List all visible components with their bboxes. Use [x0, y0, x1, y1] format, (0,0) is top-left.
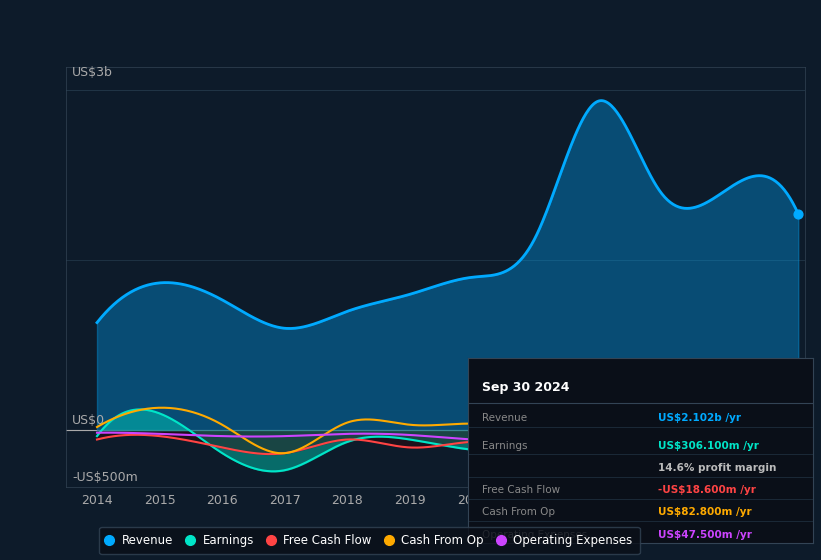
Legend: Revenue, Earnings, Free Cash Flow, Cash From Op, Operating Expenses: Revenue, Earnings, Free Cash Flow, Cash … [99, 527, 640, 554]
Text: US$82.800m /yr: US$82.800m /yr [658, 507, 751, 517]
Text: -US$500m: -US$500m [72, 471, 138, 484]
Text: US$3b: US$3b [72, 66, 112, 78]
Text: Cash From Op: Cash From Op [482, 507, 555, 517]
Text: Revenue: Revenue [482, 413, 527, 423]
Text: US$2.102b /yr: US$2.102b /yr [658, 413, 741, 423]
Text: Earnings: Earnings [482, 441, 527, 451]
Text: 14.6% profit margin: 14.6% profit margin [658, 463, 776, 473]
Text: Operating Expenses: Operating Expenses [482, 530, 587, 539]
Text: -US$18.600m /yr: -US$18.600m /yr [658, 485, 755, 495]
Text: Sep 30 2024: Sep 30 2024 [482, 381, 569, 394]
Text: US$0: US$0 [72, 414, 105, 427]
Text: US$306.100m /yr: US$306.100m /yr [658, 441, 759, 451]
Point [791, 209, 805, 218]
Text: Free Cash Flow: Free Cash Flow [482, 485, 560, 495]
Text: US$47.500m /yr: US$47.500m /yr [658, 530, 751, 539]
